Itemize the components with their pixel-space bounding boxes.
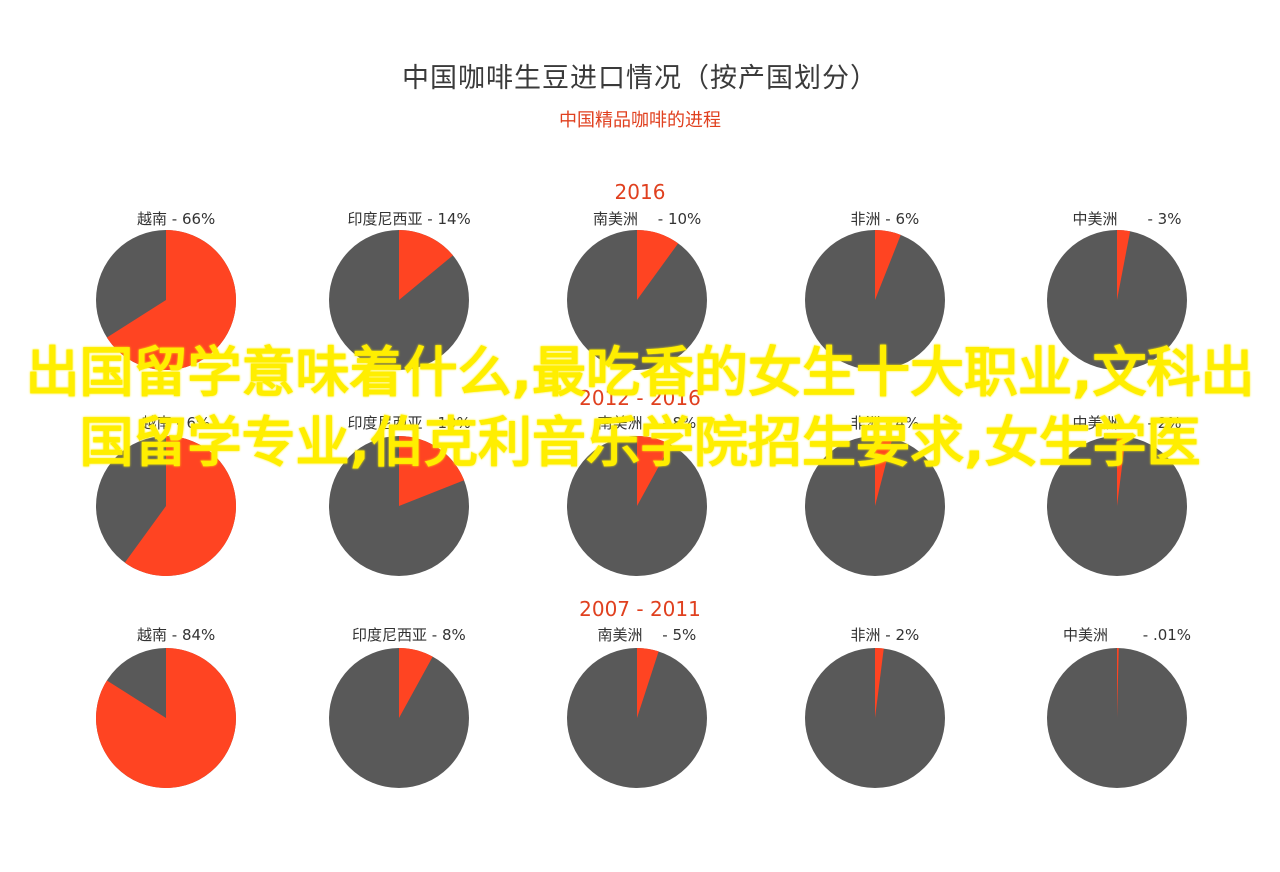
pie-南美洲 (567, 230, 707, 370)
period-label: 2016 (614, 180, 666, 204)
pie-slice (1117, 436, 1126, 506)
chart-title: 中国咖啡生豆进口情况（按产国划分） (402, 63, 878, 94)
slice-label: 印度尼西亚 - 19% (347, 414, 471, 432)
slice-label: 越南 - 66% (137, 210, 216, 228)
pie-slice (1117, 230, 1131, 300)
pie-印度尼西亚 (329, 230, 469, 370)
pie-非洲 (805, 436, 945, 576)
chart-subtitle: 中国精品咖啡的进程 (559, 110, 721, 131)
pie-非洲 (805, 230, 945, 370)
slice-label: 非洲 - 2% (850, 626, 920, 644)
pie-中美洲 (1047, 647, 1187, 788)
pie-印度尼西亚 (329, 436, 469, 576)
pie-slice (1117, 647, 1119, 718)
slice-label: 中美洲 - 3% (1072, 210, 1182, 228)
pie-slice (124, 436, 237, 576)
pie-南美洲 (567, 436, 707, 576)
slice-label: 南美洲 - 5% (597, 626, 697, 644)
pie-slice (875, 436, 893, 506)
pie-印度尼西亚 (329, 648, 469, 788)
pie-slice (637, 436, 671, 506)
pie-中美洲 (1047, 436, 1187, 576)
pie-slice (399, 230, 453, 300)
pie-越南 (96, 648, 237, 788)
pie-越南 (96, 436, 237, 576)
slice-label: 南美洲 - 8% (597, 414, 697, 432)
pie-slice (399, 648, 433, 718)
pie-中美洲 (1047, 230, 1187, 370)
pie-slice (106, 230, 237, 370)
slice-label: 越南 - 84% (137, 626, 216, 644)
pie-slice (399, 436, 465, 506)
pie-slice (875, 230, 901, 300)
period-label: 2007 - 2011 (579, 597, 701, 621)
pie-slice (637, 648, 659, 718)
period-label: 2012 - 2016 (579, 386, 701, 410)
slice-label: 南美洲 - 10% (593, 210, 702, 228)
slice-label: 中美洲 - 2% (1072, 414, 1182, 432)
slice-label: 印度尼西亚 - 14% (347, 210, 471, 228)
slice-label: 非洲 - 4% (850, 414, 920, 432)
pie-越南 (96, 230, 237, 370)
pie-slice (637, 230, 679, 300)
slice-label: 中美洲 - .01% (1063, 626, 1192, 644)
pie-非洲 (805, 648, 945, 788)
pie-slice (875, 648, 884, 718)
slice-label: 印度尼西亚 - 8% (352, 626, 466, 644)
pie-南美洲 (567, 648, 707, 788)
slice-label: 越南 - 6% (141, 414, 211, 432)
slice-label: 非洲 - 6% (850, 210, 920, 228)
pie-slice (96, 648, 237, 788)
